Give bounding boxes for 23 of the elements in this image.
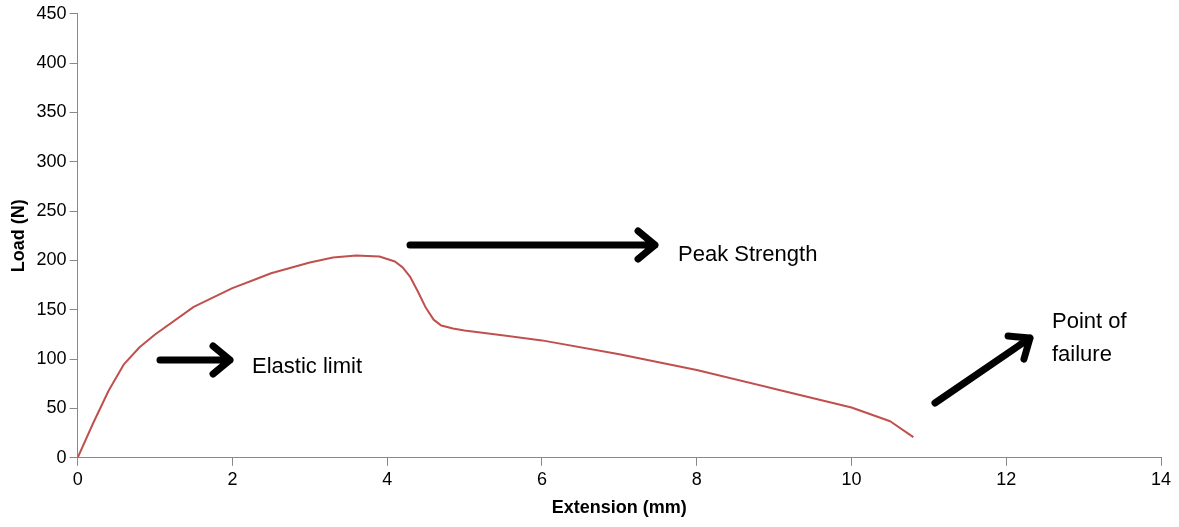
y-tick-label: 350: [36, 101, 67, 122]
x-tick-label: 8: [691, 468, 702, 489]
x-tick-label: 6: [536, 468, 547, 489]
x-axis-title: Extension (mm): [551, 497, 687, 518]
x-tick-label: 12: [996, 468, 1017, 489]
y-tick-label: 250: [36, 200, 67, 221]
y-tick-label: 450: [36, 2, 67, 23]
y-tick-label: 200: [36, 249, 67, 270]
y-tick-label: 150: [36, 298, 67, 319]
y-tick-label: 50: [46, 397, 67, 418]
y-tick-label: 100: [36, 348, 67, 369]
annotation: Peak Strength: [678, 241, 818, 267]
x-tick-label: 10: [841, 468, 862, 489]
x-tick-label: 0: [72, 468, 83, 489]
y-axis-title: Load (N): [7, 199, 28, 273]
y-tick-label: 400: [36, 52, 67, 73]
annotation: Elastic limit: [252, 353, 363, 379]
y-tick-label: 300: [36, 150, 67, 171]
x-tick-label: 2: [227, 468, 238, 489]
x-tick-label: 4: [382, 468, 393, 489]
x-tick-label: 14: [1150, 468, 1172, 489]
y-tick-label: 0: [56, 446, 67, 467]
annotation: Point of failure: [1052, 308, 1128, 367]
